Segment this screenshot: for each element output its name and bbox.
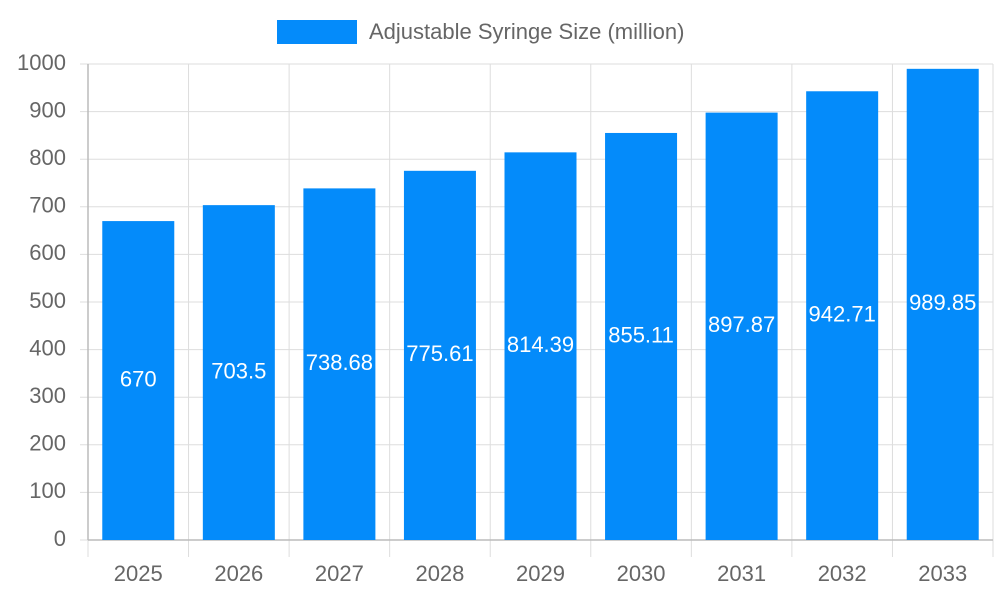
y-tick-label: 200: [29, 431, 66, 456]
value-label: 814.39: [507, 332, 574, 357]
x-tick-label: 2033: [918, 561, 967, 586]
x-tick-label: 2026: [214, 561, 263, 586]
x-tick-label: 2029: [516, 561, 565, 586]
x-tick-label: 2025: [114, 561, 163, 586]
y-tick-label: 600: [29, 240, 66, 265]
y-tick-label: 500: [29, 288, 66, 313]
value-label: 670: [120, 366, 157, 391]
bar: [202, 205, 275, 540]
value-label: 703.5: [211, 358, 266, 383]
legend-swatch: [277, 20, 357, 44]
value-label: 897.87: [708, 312, 775, 337]
y-tick-label: 900: [29, 97, 66, 122]
x-tick-label: 2028: [415, 561, 464, 586]
y-tick-label: 0: [54, 526, 66, 551]
y-tick-label: 400: [29, 335, 66, 360]
y-tick-label: 1000: [17, 50, 66, 75]
x-tick-label: 2031: [717, 561, 766, 586]
bar: [705, 112, 778, 540]
x-tick-label: 2032: [818, 561, 867, 586]
bar: [102, 221, 175, 540]
bar: [303, 188, 376, 541]
y-tick-label: 700: [29, 193, 66, 218]
y-tick-label: 100: [29, 478, 66, 503]
y-tick-label: 800: [29, 145, 66, 170]
value-label: 942.71: [809, 301, 876, 326]
legend-label: Adjustable Syringe Size (million): [369, 19, 684, 44]
value-label: 855.11: [608, 322, 674, 347]
bar: [806, 91, 879, 540]
bar: [504, 152, 577, 541]
bar: [605, 132, 678, 540]
y-tick-label: 300: [29, 383, 66, 408]
x-tick-label: 2027: [315, 561, 364, 586]
value-label: 775.61: [406, 341, 473, 366]
bar: [906, 68, 979, 541]
value-label: 989.85: [909, 290, 976, 315]
value-label: 738.68: [306, 350, 373, 375]
x-tick-label: 2030: [617, 561, 666, 586]
bar: [403, 170, 476, 541]
